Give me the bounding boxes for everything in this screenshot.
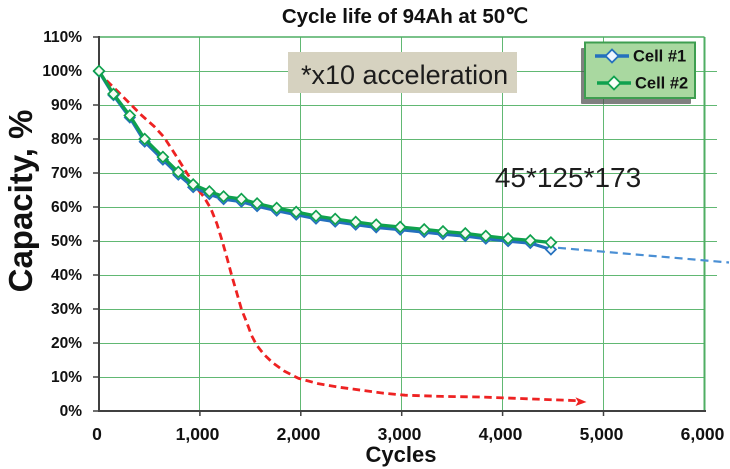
svg-text:2,000: 2,000 — [277, 424, 321, 444]
svg-text:30%: 30% — [51, 301, 82, 318]
svg-text:40%: 40% — [51, 267, 82, 284]
svg-text:1,000: 1,000 — [176, 424, 220, 444]
svg-text:0%: 0% — [60, 403, 83, 420]
svg-text:5,000: 5,000 — [580, 424, 624, 444]
svg-text:Cell #2: Cell #2 — [635, 75, 688, 93]
svg-text:90%: 90% — [51, 97, 82, 114]
svg-text:80%: 80% — [51, 131, 82, 148]
svg-text:45*125*173: 45*125*173 — [495, 162, 641, 193]
svg-text:4,000: 4,000 — [479, 424, 523, 444]
svg-text:6,000: 6,000 — [681, 424, 725, 444]
svg-text:Cycle life of 94Ah at 50℃: Cycle life of 94Ah at 50℃ — [282, 5, 528, 28]
svg-text:3,000: 3,000 — [378, 424, 422, 444]
svg-text:10%: 10% — [51, 369, 82, 386]
svg-text:0: 0 — [92, 424, 102, 444]
svg-text:100%: 100% — [42, 63, 82, 80]
svg-text:60%: 60% — [51, 199, 82, 216]
svg-text:50%: 50% — [51, 233, 82, 250]
svg-text:20%: 20% — [51, 335, 82, 352]
svg-text:Cell #1: Cell #1 — [633, 48, 686, 66]
svg-text:Cycles: Cycles — [366, 442, 437, 467]
svg-text:*x10 acceleration: *x10 acceleration — [301, 60, 508, 90]
svg-text:Capacity, %: Capacity, % — [2, 110, 39, 293]
svg-text:110%: 110% — [43, 29, 82, 46]
svg-text:70%: 70% — [51, 165, 82, 182]
